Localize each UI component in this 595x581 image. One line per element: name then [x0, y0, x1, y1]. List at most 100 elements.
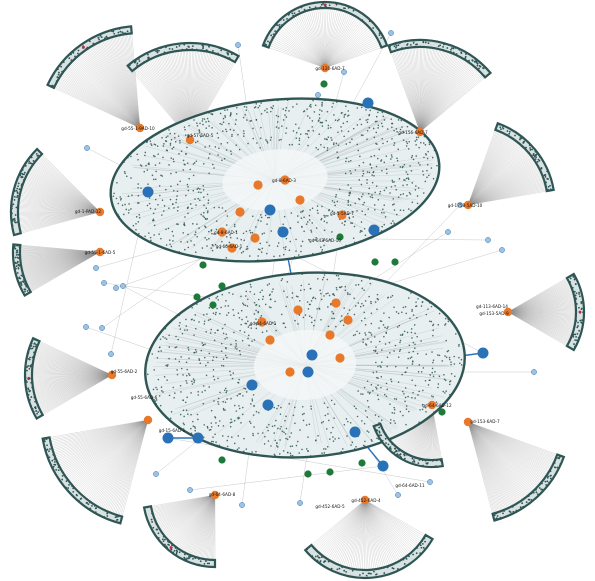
- leaf-node: [385, 186, 388, 189]
- edge-line: [324, 41, 379, 69]
- leaf-node: [154, 208, 157, 210]
- edge-line: [38, 342, 113, 376]
- edge-line: [324, 17, 359, 69]
- edge-line: [69, 419, 149, 483]
- leaf-node: [553, 466, 556, 469]
- edge-line: [419, 72, 482, 133]
- leaf-node: [15, 206, 18, 209]
- leaf-node: [390, 154, 393, 156]
- leaf-node: [185, 194, 187, 197]
- edge-line: [419, 64, 473, 133]
- leaf-node: [158, 185, 161, 187]
- edge-line: [201, 494, 216, 559]
- leaf-node: [123, 213, 125, 216]
- leaf-node: [580, 301, 583, 303]
- leaf-node: [370, 341, 372, 343]
- leaf-node: [237, 133, 239, 136]
- leaf-node: [279, 439, 281, 441]
- edge-line: [189, 465, 384, 491]
- leaf-node: [275, 329, 277, 332]
- leaf-node: [301, 240, 304, 243]
- leaf-node: [146, 169, 149, 171]
- leaf-node: [87, 503, 90, 506]
- edge-line: [419, 53, 453, 133]
- edge-line: [67, 65, 141, 129]
- leaf-node: [24, 288, 27, 291]
- leaf-node: [205, 49, 208, 52]
- leaf-node: [79, 498, 82, 500]
- leaf-node: [30, 162, 33, 165]
- leaf-node: [306, 221, 309, 223]
- leaf-node: [210, 440, 213, 443]
- green-node: [326, 468, 334, 476]
- leaf-node: [458, 345, 460, 347]
- leaf-node: [325, 292, 327, 295]
- edge-line: [166, 494, 216, 539]
- edge-line: [313, 499, 366, 549]
- leaf-node: [377, 377, 379, 379]
- leaf-node: [288, 249, 291, 252]
- edge-line: [88, 48, 141, 129]
- leaf-node: [336, 568, 339, 571]
- leaf-cluster: [493, 121, 555, 193]
- leaf-node: [337, 156, 340, 159]
- leaf-node: [145, 141, 148, 144]
- edge-line: [467, 133, 504, 206]
- edge-line: [467, 143, 520, 206]
- leaf-node: [198, 321, 200, 323]
- leaf-node: [319, 289, 321, 292]
- leaf-node: [377, 365, 379, 368]
- green-node: [336, 233, 344, 241]
- leaf-node: [146, 506, 149, 509]
- leaf-node: [371, 569, 373, 571]
- leaf-node: [249, 283, 252, 286]
- leaf-node: [327, 292, 329, 295]
- leaf-node: [144, 151, 147, 154]
- red-node: [82, 45, 85, 49]
- leaf-node: [300, 284, 303, 287]
- leaf-node: [298, 143, 301, 146]
- leaf-node: [237, 417, 239, 420]
- peripheral-node: [93, 265, 99, 271]
- edge-line: [83, 51, 141, 129]
- leaf-node: [259, 146, 261, 149]
- leaf-node: [112, 195, 115, 198]
- leaf-node: [153, 369, 155, 371]
- edge-line: [76, 56, 141, 129]
- leaf-node: [362, 203, 364, 206]
- leaf-node: [27, 158, 30, 160]
- leaf-node: [355, 284, 357, 286]
- edge-line: [467, 421, 513, 507]
- leaf-node: [297, 323, 299, 325]
- edge-line: [467, 421, 547, 476]
- leaf-node: [359, 305, 362, 308]
- leaf-node: [222, 117, 225, 120]
- edge-line: [164, 494, 216, 537]
- leaf-node: [353, 225, 356, 228]
- leaf-node: [220, 342, 223, 345]
- leaf-node: [34, 407, 37, 410]
- leaf-node: [52, 86, 55, 88]
- edge-line: [19, 211, 101, 230]
- leaf-node: [270, 445, 272, 447]
- leaf-node: [204, 217, 207, 220]
- leaf-node: [200, 349, 203, 352]
- leaf-node: [179, 321, 181, 324]
- leaf-node: [131, 194, 133, 197]
- leaf-node: [218, 147, 220, 150]
- leaf-node: [148, 197, 151, 199]
- leaf-node: [23, 178, 25, 181]
- leaf-node: [261, 247, 264, 250]
- edge-line: [467, 161, 536, 206]
- leaf-node: [175, 335, 177, 338]
- leaf-node: [348, 194, 350, 197]
- leaf-node: [375, 131, 378, 134]
- leaf-node: [260, 102, 262, 104]
- edge-line: [32, 368, 113, 376]
- leaf-node: [218, 206, 220, 209]
- leaf-node: [300, 245, 302, 247]
- leaf-node: [198, 131, 201, 134]
- leaf-node: [284, 109, 287, 112]
- edge-line: [62, 72, 141, 129]
- leaf-node: [422, 464, 424, 467]
